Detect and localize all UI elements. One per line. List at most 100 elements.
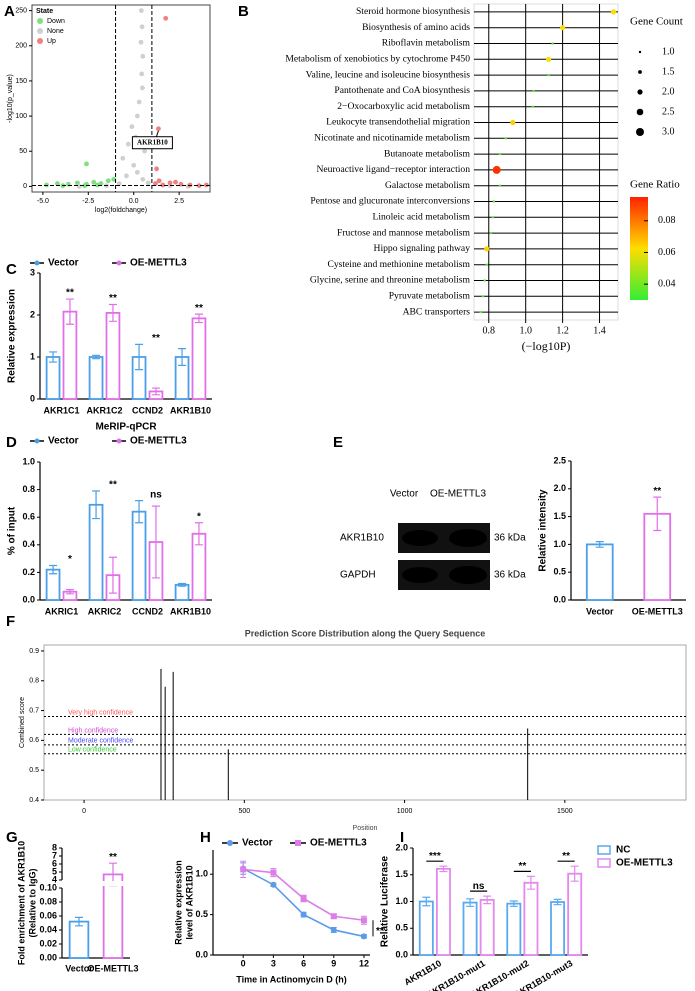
point xyxy=(139,71,145,77)
marker xyxy=(330,913,337,920)
annotation: ** xyxy=(195,303,203,314)
error-bar xyxy=(135,343,144,371)
error-bar xyxy=(65,298,74,325)
bar xyxy=(506,902,522,956)
point xyxy=(154,166,160,172)
category-label: Hippo signaling pathway xyxy=(374,243,471,254)
point xyxy=(120,155,126,161)
y-tick-label: 5 xyxy=(52,866,57,876)
error-bar xyxy=(49,564,58,575)
error-bar xyxy=(135,500,144,524)
chart-title: MeRIP-qPCR xyxy=(95,422,157,433)
x-tick-label: 0.8 xyxy=(483,325,496,336)
threshold-label: Moderate confidence xyxy=(68,738,133,745)
y-tick-label: 0.04 xyxy=(39,924,57,934)
legend-marker xyxy=(227,840,233,846)
category-label: Nicotinate and nicotinamide metabolism xyxy=(314,133,470,144)
category-label: Pyruvate metabolism xyxy=(389,291,471,302)
point xyxy=(139,24,145,30)
point xyxy=(55,181,60,186)
category-label: Leukocyte transendothelial migration xyxy=(326,117,470,128)
legend-marker xyxy=(37,28,43,34)
error-bar xyxy=(653,496,662,532)
category-label: Steroid hormone biosynthesis xyxy=(356,6,470,17)
error-bar xyxy=(422,896,431,907)
y-tick-label: 250 xyxy=(15,7,27,14)
dot xyxy=(498,152,502,156)
legend-label: OE-METTL3 xyxy=(130,258,187,269)
dot xyxy=(532,89,535,93)
point xyxy=(129,124,135,130)
category-label: Pantothenate and CoA biosynthesis xyxy=(334,85,470,96)
bar xyxy=(88,356,104,400)
y-tick-label: 2.0 xyxy=(553,483,566,493)
y-axis-label: Combined score xyxy=(19,697,26,748)
y-tick-label: 8 xyxy=(52,842,57,852)
dot xyxy=(492,200,495,203)
y-axis-label: (Relative to IgG) xyxy=(27,868,37,937)
dot xyxy=(484,246,490,252)
panel-label: C xyxy=(6,261,17,278)
y-tick-label: 0.9 xyxy=(29,648,39,655)
legend-marker xyxy=(636,128,644,136)
marker xyxy=(360,917,367,924)
point xyxy=(138,39,144,45)
x-tick-label: AKR1B10 xyxy=(170,606,211,616)
y-tick-label: 0.6 xyxy=(29,737,39,744)
legend-label: OE-METTL3 xyxy=(616,858,673,869)
x-tick-label: 1500 xyxy=(557,808,573,815)
y-tick-label: 0.08 xyxy=(39,896,57,906)
point xyxy=(134,113,140,119)
bar xyxy=(102,873,124,959)
marker xyxy=(270,881,277,888)
x-tick-label: Vector xyxy=(586,606,614,616)
y-tick-label: 0.5 xyxy=(195,909,208,919)
y-tick-label: 0.0 xyxy=(553,594,566,604)
category-label: Fructose and mannose metabolism xyxy=(337,227,470,238)
chart-title: Prediction Score Distribution along the … xyxy=(245,628,486,638)
point xyxy=(91,179,97,185)
y-tick-label: 0.0 xyxy=(195,949,208,959)
x-tick-label: 6 xyxy=(301,958,306,968)
y-tick-label: 0.4 xyxy=(22,539,35,549)
y-tick-label: 1.0 xyxy=(395,896,408,906)
annotation: ns xyxy=(473,881,485,892)
annotation: AKR1B10 xyxy=(137,138,168,146)
error-bar xyxy=(75,916,83,927)
dot xyxy=(610,9,617,15)
bar xyxy=(191,317,207,400)
marker xyxy=(330,926,337,933)
marker xyxy=(300,895,307,902)
point xyxy=(98,181,104,186)
annotation: ** xyxy=(152,333,160,344)
bar xyxy=(131,510,147,601)
error-bar xyxy=(65,589,74,595)
category-label: Valine, leucine and isoleucine biosynthe… xyxy=(306,69,471,80)
legend-label: 3.0 xyxy=(662,126,675,137)
error-bar xyxy=(595,541,604,548)
y-tick-label: 100 xyxy=(15,113,27,120)
y-tick-label: 0.5 xyxy=(395,923,408,933)
x-tick-label: 1.4 xyxy=(593,325,606,336)
legend-title: Gene Ratio xyxy=(630,179,680,191)
point xyxy=(136,99,142,105)
panel-label: G xyxy=(6,829,18,846)
legend-marker xyxy=(34,438,40,444)
legend-label: OE-METTL3 xyxy=(130,436,187,447)
x-axis-label: Position xyxy=(353,825,378,832)
x-tick-label: AKR1C1 xyxy=(43,405,79,415)
y-tick-label: 1.0 xyxy=(195,869,208,879)
x-tick-label: CCND2 xyxy=(132,606,163,616)
dot xyxy=(481,295,485,298)
panel-label: F xyxy=(6,613,15,630)
legend-label: Vector xyxy=(48,258,79,269)
y-tick-label: 3 xyxy=(30,267,35,277)
plot-frame xyxy=(473,3,619,321)
dot xyxy=(545,56,552,62)
dot xyxy=(551,42,554,45)
annotation: ** xyxy=(376,926,384,937)
x-tick-label: 12 xyxy=(359,958,369,968)
y-tick-label: 4 xyxy=(52,874,57,884)
annotation: ** xyxy=(518,861,526,872)
